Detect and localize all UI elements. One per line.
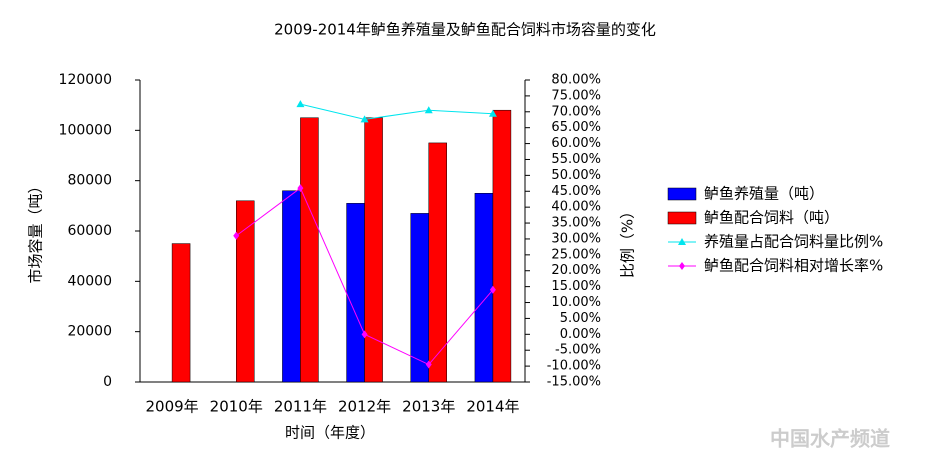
bar [428,142,447,383]
line-marker [425,360,432,369]
bar [300,117,319,383]
bar [171,243,191,383]
y2-tick-label: -10.00% [547,359,601,374]
y2-tick-label: 65.00% [551,120,601,135]
y2-tick-label: 50.00% [551,168,601,183]
y2-tick-label: 45.00% [551,184,601,199]
y-tick-label: 40000 [67,273,112,289]
x-tick-label: 2010年 [210,398,263,416]
y2-tick-label: 35.00% [551,216,601,231]
line-marker [424,106,433,114]
bar [364,117,383,383]
y-tick-label: 120000 [59,72,112,88]
y2-tick-label: 70.00% [551,104,601,119]
x-tick-label: 2012年 [338,398,391,416]
line-marker [360,115,369,123]
y-tick-label: 60000 [67,223,112,239]
legend-swatch [667,187,697,201]
legend-marker [678,238,686,245]
y2-tick-label: 5.00% [560,311,601,326]
watermark: 中国水产频道 [770,427,890,451]
y2-tick-label: 15.00% [551,279,601,294]
y2-tick-label: 10.00% [551,295,601,310]
bar [410,213,429,383]
x-axis-title: 时间（年度） [285,424,375,442]
line-marker [296,100,305,108]
line-marker [297,184,304,193]
chart-title: 2009-2014年鲈鱼养殖量及鲈鱼配合饲料市场容量的变化 [274,21,656,39]
legend-marker [679,262,685,270]
y2-tick-label: 25.00% [551,247,601,262]
y2-tick-label: 20.00% [551,263,601,278]
legend-label: 养殖量占配合饲料量比例% [704,233,883,251]
y2-tick-label: -15.00% [547,375,601,390]
line-marker [489,285,496,294]
y2-tick-label: 55.00% [551,152,601,167]
bar [492,109,512,383]
bar [236,200,255,383]
y-axis-title: 市场容量（吨） [27,178,45,283]
y2-tick-label: 30.00% [551,231,601,246]
y2-tick-label: 0.00% [560,327,601,342]
legend-label: 鲈鱼配合饲料（吨） [704,209,839,227]
y2-axis-title: 比例（%） [619,204,637,278]
y2-tick-label: 80.00% [551,73,601,88]
x-tick-label: 2014年 [466,398,519,416]
y2-tick-label: 40.00% [551,200,601,215]
line [300,103,493,120]
x-tick-label: 2013年 [402,398,455,416]
y2-tick-label: -5.00% [555,343,601,358]
bar [474,193,494,383]
legend-swatch [667,211,697,225]
y2-tick-label: 75.00% [551,88,601,103]
line-marker [488,109,497,117]
line-marker [361,330,368,339]
x-tick-label: 2011年 [274,398,327,416]
y-tick-label: 20000 [67,324,112,340]
y-tick-label: 100000 [59,122,112,138]
bar [282,190,301,383]
x-tick-label: 2009年 [145,398,198,416]
bar [346,203,365,383]
legend-label: 鲈鱼养殖量（吨） [704,185,824,203]
line-marker [233,231,240,240]
y-tick-label: 80000 [67,173,112,189]
y-tick-label: 0 [103,374,112,390]
y2-tick-label: 60.00% [551,136,601,151]
legend-label: 鲈鱼配合饲料相对增长率% [704,257,883,275]
